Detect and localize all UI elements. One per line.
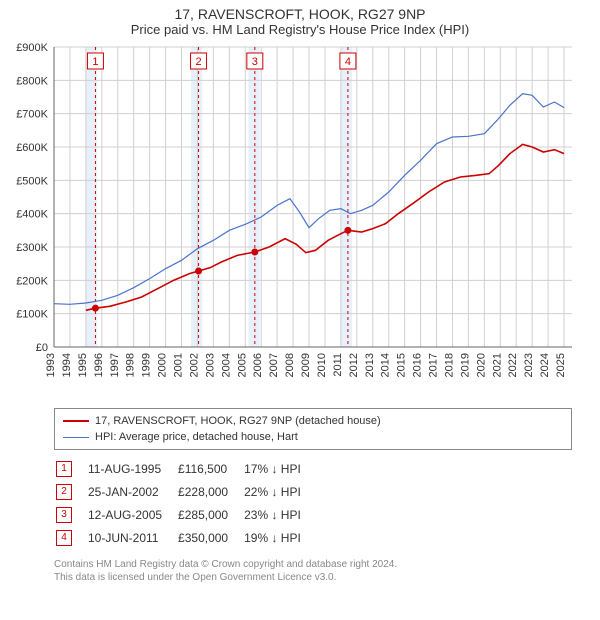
svg-text:1999: 1999 bbox=[141, 353, 153, 377]
table-row: 3 12-AUG-2005£285,00023% ↓ HPI bbox=[56, 504, 315, 525]
svg-text:2003: 2003 bbox=[204, 353, 216, 377]
table-row: 4 10-JUN-2011£350,00019% ↓ HPI bbox=[56, 527, 315, 548]
svg-text:2004: 2004 bbox=[220, 353, 232, 377]
svg-text:£800K: £800K bbox=[16, 75, 48, 87]
legend: 17, RAVENSCROFT, HOOK, RG27 9NP (detache… bbox=[54, 408, 572, 450]
svg-text:2018: 2018 bbox=[443, 353, 455, 377]
svg-text:2009: 2009 bbox=[300, 353, 312, 377]
legend-label: 17, RAVENSCROFT, HOOK, RG27 9NP (detache… bbox=[95, 415, 381, 427]
svg-text:2005: 2005 bbox=[236, 353, 248, 377]
svg-text:2025: 2025 bbox=[555, 353, 567, 377]
svg-text:£100K: £100K bbox=[16, 309, 48, 321]
sale-price: £228,000 bbox=[178, 481, 242, 502]
sale-date: 10-JUN-2011 bbox=[88, 527, 176, 548]
legend-item: 17, RAVENSCROFT, HOOK, RG27 9NP (detache… bbox=[63, 413, 563, 429]
svg-text:1997: 1997 bbox=[109, 353, 121, 377]
sale-date: 12-AUG-2005 bbox=[88, 504, 176, 525]
marker-icon: 3 bbox=[56, 507, 72, 523]
attribution: Contains HM Land Registry data © Crown c… bbox=[54, 558, 600, 584]
table-row: 1 11-AUG-1995£116,50017% ↓ HPI bbox=[56, 458, 315, 479]
svg-text:1993: 1993 bbox=[45, 353, 57, 377]
svg-text:2011: 2011 bbox=[332, 353, 344, 377]
svg-text:2020: 2020 bbox=[475, 353, 487, 377]
table-row: 2 25-JAN-2002£228,00022% ↓ HPI bbox=[56, 481, 315, 502]
sale-diff: 17% ↓ HPI bbox=[244, 458, 315, 479]
svg-text:£300K: £300K bbox=[16, 242, 48, 254]
svg-text:2021: 2021 bbox=[491, 353, 503, 377]
svg-text:2022: 2022 bbox=[507, 353, 519, 377]
sale-price: £116,500 bbox=[178, 458, 242, 479]
attribution-line-2: This data is licensed under the Open Gov… bbox=[54, 571, 600, 584]
marker-icon: 1 bbox=[56, 461, 72, 477]
svg-text:2010: 2010 bbox=[316, 353, 328, 377]
svg-text:£900K: £900K bbox=[16, 42, 48, 54]
sale-diff: 22% ↓ HPI bbox=[244, 481, 315, 502]
svg-text:2014: 2014 bbox=[380, 353, 392, 377]
sale-diff: 19% ↓ HPI bbox=[244, 527, 315, 548]
price-chart: £0 £100K £200K £300K £400K £500K £600K £700K £80… bbox=[0, 37, 600, 402]
svg-text:2000: 2000 bbox=[157, 353, 169, 377]
svg-text:1998: 1998 bbox=[125, 353, 137, 377]
page-subtitle: Price paid vs. HM Land Registry's House … bbox=[0, 22, 600, 37]
svg-text:1994: 1994 bbox=[61, 353, 73, 377]
svg-text:2023: 2023 bbox=[523, 353, 535, 377]
svg-text:2002: 2002 bbox=[188, 353, 200, 377]
svg-text:£400K: £400K bbox=[16, 209, 48, 221]
svg-text:£600K: £600K bbox=[16, 142, 48, 154]
attribution-line-1: Contains HM Land Registry data © Crown c… bbox=[54, 558, 600, 571]
sale-date: 11-AUG-1995 bbox=[88, 458, 176, 479]
svg-text:1996: 1996 bbox=[93, 353, 105, 377]
svg-text:2015: 2015 bbox=[396, 353, 408, 377]
svg-text:2017: 2017 bbox=[428, 353, 440, 377]
sale-price: £285,000 bbox=[178, 504, 242, 525]
svg-text:3: 3 bbox=[252, 56, 258, 68]
page-title: 17, RAVENSCROFT, HOOK, RG27 9NP bbox=[0, 6, 600, 22]
svg-text:2006: 2006 bbox=[252, 353, 264, 377]
marker-icon: 4 bbox=[56, 530, 72, 546]
legend-label: HPI: Average price, detached house, Hart bbox=[95, 431, 298, 443]
svg-text:2: 2 bbox=[195, 56, 201, 68]
svg-text:2013: 2013 bbox=[364, 353, 376, 377]
svg-text:1: 1 bbox=[92, 56, 98, 68]
legend-swatch bbox=[63, 420, 89, 422]
svg-text:2019: 2019 bbox=[459, 353, 471, 377]
sale-diff: 23% ↓ HPI bbox=[244, 504, 315, 525]
legend-item: HPI: Average price, detached house, Hart bbox=[63, 429, 563, 445]
svg-text:£0: £0 bbox=[36, 342, 48, 354]
svg-text:2016: 2016 bbox=[412, 353, 424, 377]
svg-text:£700K: £700K bbox=[16, 109, 48, 121]
svg-text:2012: 2012 bbox=[348, 353, 360, 377]
marker-icon: 2 bbox=[56, 484, 72, 500]
svg-text:2008: 2008 bbox=[284, 353, 296, 377]
svg-text:2007: 2007 bbox=[268, 353, 280, 377]
legend-swatch bbox=[63, 437, 89, 438]
svg-text:2024: 2024 bbox=[539, 353, 551, 377]
svg-text:2001: 2001 bbox=[173, 353, 185, 377]
svg-text:£200K: £200K bbox=[16, 275, 48, 287]
svg-text:£500K: £500K bbox=[16, 175, 48, 187]
sale-price: £350,000 bbox=[178, 527, 242, 548]
sale-date: 25-JAN-2002 bbox=[88, 481, 176, 502]
sales-table: 1 11-AUG-1995£116,50017% ↓ HPI 2 25-JAN-200… bbox=[54, 456, 317, 550]
svg-text:4: 4 bbox=[345, 56, 351, 68]
svg-text:1995: 1995 bbox=[77, 353, 89, 377]
